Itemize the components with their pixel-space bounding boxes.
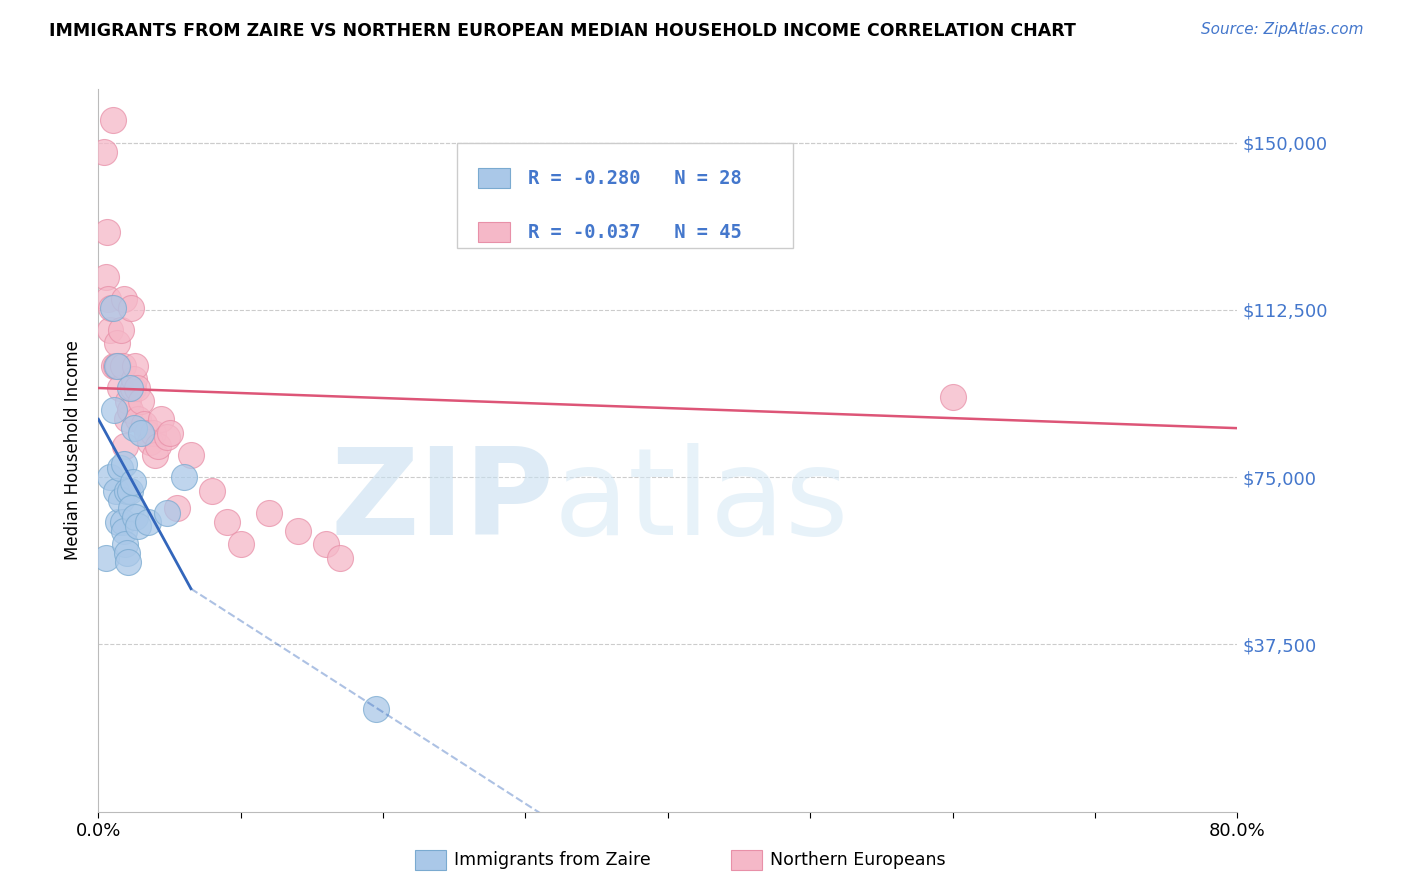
Point xyxy=(127,519,149,533)
Point xyxy=(118,483,141,498)
Point xyxy=(120,501,142,516)
Point xyxy=(329,550,352,565)
Point xyxy=(111,515,134,529)
Point xyxy=(132,417,155,431)
Point xyxy=(135,425,157,440)
Point xyxy=(112,292,135,306)
Point xyxy=(110,323,132,337)
Point xyxy=(107,515,129,529)
Point xyxy=(159,425,181,440)
FancyBboxPatch shape xyxy=(457,144,793,248)
Point xyxy=(104,483,127,498)
Point xyxy=(105,336,128,351)
Point xyxy=(129,425,152,440)
Point xyxy=(103,359,125,373)
Text: R = -0.280   N = 28: R = -0.280 N = 28 xyxy=(527,169,741,187)
Point xyxy=(229,537,252,551)
Point xyxy=(107,359,129,373)
Point xyxy=(173,470,195,484)
Point xyxy=(117,394,139,409)
Point xyxy=(112,524,135,538)
Point xyxy=(364,702,387,716)
Point xyxy=(94,550,117,565)
Point xyxy=(315,537,337,551)
Point xyxy=(120,301,142,315)
Text: IMMIGRANTS FROM ZAIRE VS NORTHERN EUROPEAN MEDIAN HOUSEHOLD INCOME CORRELATION C: IMMIGRANTS FROM ZAIRE VS NORTHERN EUROPE… xyxy=(49,22,1076,40)
Point xyxy=(114,439,136,453)
Text: Immigrants from Zaire: Immigrants from Zaire xyxy=(454,851,651,869)
Bar xyxy=(478,168,509,188)
Point xyxy=(124,359,146,373)
Bar xyxy=(478,222,509,243)
Point xyxy=(104,359,127,373)
Point xyxy=(110,492,132,507)
Point xyxy=(111,359,134,373)
Point xyxy=(125,381,148,395)
Point xyxy=(942,390,965,404)
Y-axis label: Median Household Income: Median Household Income xyxy=(65,341,83,560)
Point xyxy=(136,515,159,529)
Point xyxy=(127,412,149,426)
Point xyxy=(112,457,135,471)
Point xyxy=(122,372,145,386)
Point xyxy=(98,470,121,484)
Point xyxy=(121,381,143,395)
Point xyxy=(129,394,152,409)
Point xyxy=(115,412,138,426)
Point xyxy=(156,430,179,444)
Point xyxy=(94,269,117,284)
Point xyxy=(180,448,202,462)
Point xyxy=(108,381,131,395)
Point xyxy=(93,145,115,159)
Text: ZIP: ZIP xyxy=(330,442,554,559)
Point xyxy=(215,515,238,529)
Point xyxy=(101,113,124,128)
Point xyxy=(100,301,122,315)
Point xyxy=(150,412,173,426)
Point xyxy=(115,546,138,560)
Point xyxy=(118,381,141,395)
Point xyxy=(287,524,309,538)
Text: R = -0.037   N = 45: R = -0.037 N = 45 xyxy=(527,223,741,242)
Point xyxy=(166,501,188,516)
Point xyxy=(115,483,138,498)
Point xyxy=(97,292,120,306)
Point xyxy=(98,323,121,337)
Point xyxy=(141,425,163,440)
Point xyxy=(259,506,281,520)
Point xyxy=(138,434,160,449)
Point xyxy=(121,475,143,489)
Point xyxy=(108,461,131,475)
Point xyxy=(117,555,139,569)
Point xyxy=(145,448,167,462)
Point xyxy=(118,403,141,417)
Point xyxy=(101,301,124,315)
Point xyxy=(124,510,146,524)
Point xyxy=(96,225,118,239)
Point xyxy=(201,483,224,498)
Text: Source: ZipAtlas.com: Source: ZipAtlas.com xyxy=(1201,22,1364,37)
Point xyxy=(156,506,179,520)
Point xyxy=(114,537,136,551)
Point xyxy=(103,403,125,417)
Text: Northern Europeans: Northern Europeans xyxy=(770,851,946,869)
Point xyxy=(122,421,145,435)
Point xyxy=(148,439,170,453)
Text: atlas: atlas xyxy=(554,442,849,559)
Point xyxy=(105,359,128,373)
